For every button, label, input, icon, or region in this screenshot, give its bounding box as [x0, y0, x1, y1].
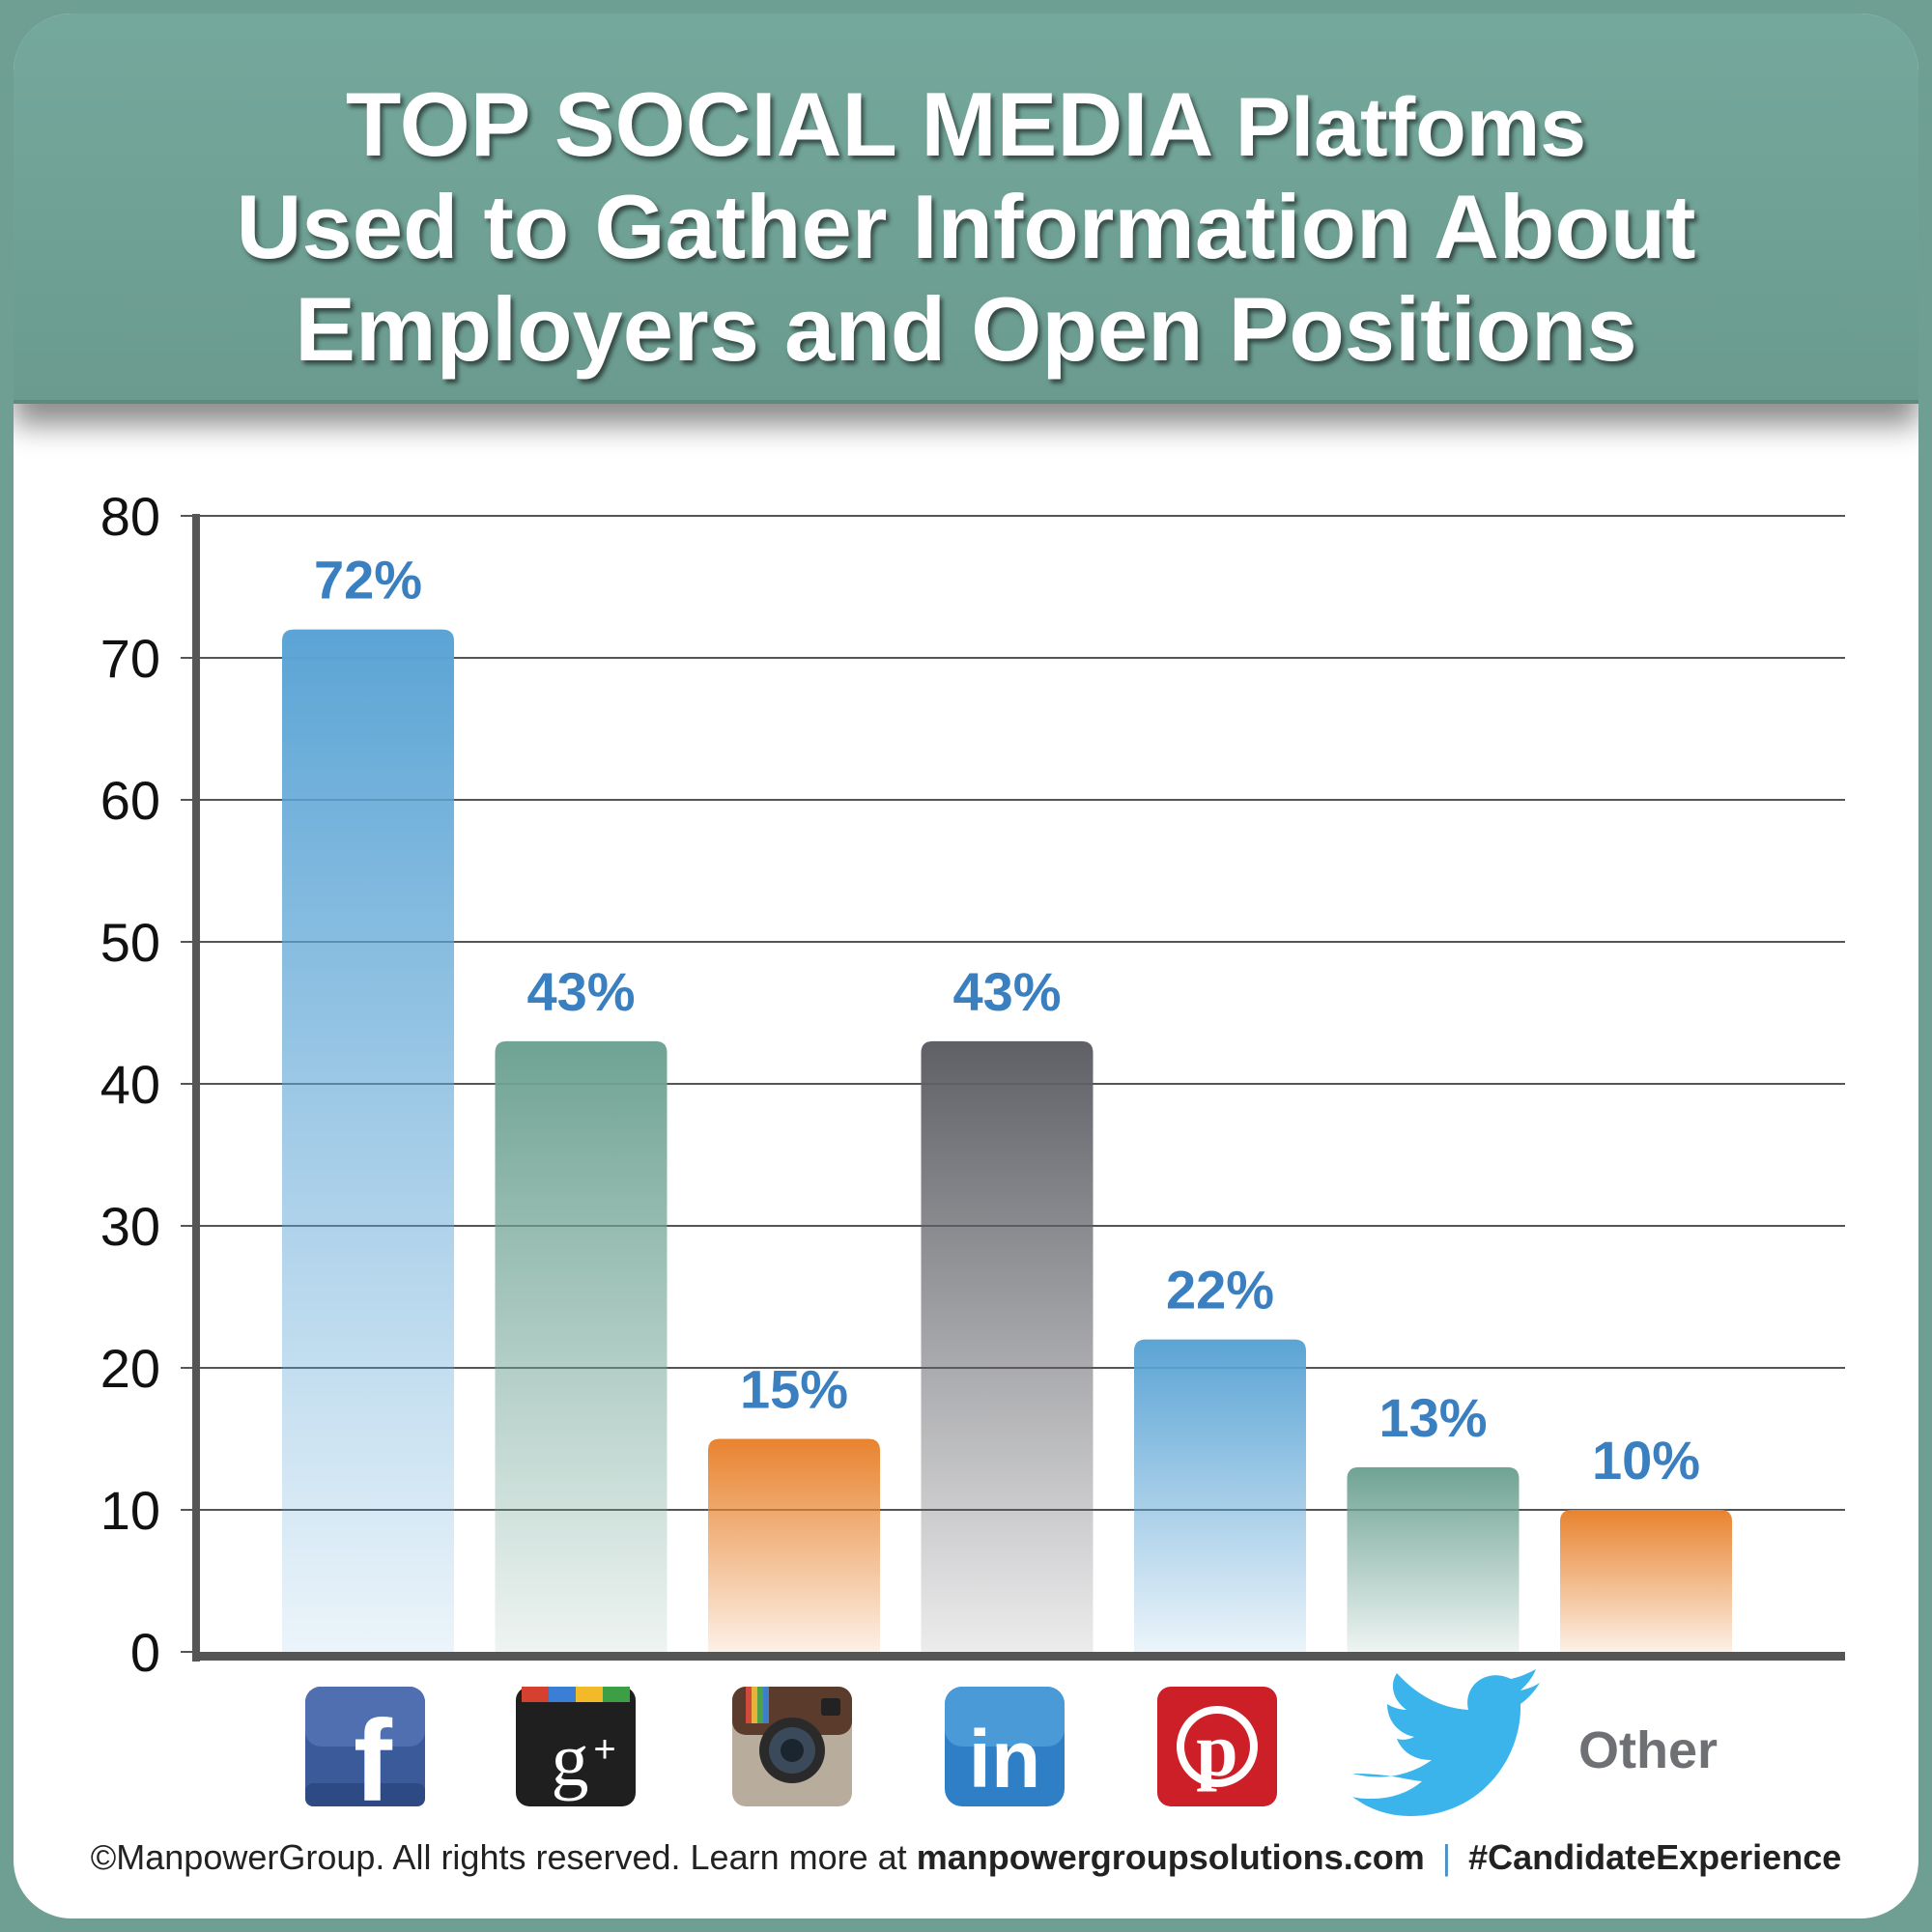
- footer-separator: |: [1441, 1837, 1452, 1877]
- y-axis-ticks: 0 10 20 30 40 50 60 70 80: [100, 486, 160, 1683]
- axes: [192, 514, 1845, 1662]
- y-tick-label: 70: [100, 628, 160, 689]
- y-tick-label: 20: [100, 1338, 160, 1399]
- bars: [282, 629, 1732, 1652]
- svg-text:g: g: [552, 1718, 589, 1802]
- svg-text:+: +: [593, 1728, 615, 1771]
- bar-google-plus: [495, 1040, 668, 1652]
- bar-instagram: [708, 1438, 880, 1652]
- y-axis: [192, 514, 200, 1662]
- footer-url[interactable]: manpowergroupsolutions.com: [916, 1837, 1425, 1877]
- value-label: 13%: [1378, 1387, 1487, 1448]
- title-highlight: TOP SOCIAL MEDIA: [345, 73, 1210, 175]
- bar-twitter: [1347, 1466, 1520, 1652]
- google-plus-icon: g +: [516, 1687, 636, 1806]
- other-label: Other: [1578, 1721, 1718, 1779]
- bar-pinterest: [1134, 1339, 1306, 1652]
- svg-text:p: p: [1196, 1708, 1237, 1792]
- y-tick-label: 0: [130, 1622, 160, 1683]
- title-line-1: TOP SOCIAL MEDIA Platfoms: [14, 73, 1918, 179]
- title-line-3: Employers and Open Positions: [295, 278, 1637, 380]
- copyright-text: ©ManpowerGroup. All rights reserved. Lea…: [90, 1837, 907, 1877]
- svg-text:in: in: [969, 1714, 1041, 1804]
- y-tick-label: 50: [100, 912, 160, 973]
- y-tick-label: 80: [100, 486, 160, 547]
- instagram-icon: [732, 1687, 852, 1806]
- y-tick-label: 40: [100, 1054, 160, 1115]
- footer: ©ManpowerGroup. All rights reserved. Lea…: [0, 1837, 1932, 1878]
- value-label: 15%: [740, 1359, 848, 1420]
- linkedin-icon: in: [945, 1687, 1065, 1806]
- title-line-2: Used to Gather Information About: [236, 176, 1696, 277]
- footer-hashtag: #CandidateExperience: [1468, 1837, 1842, 1877]
- y-tick-label: 30: [100, 1196, 160, 1257]
- value-labels: 72% 43% 15% 43% 22% 13% 10%: [314, 550, 1700, 1491]
- value-label: 22%: [1166, 1260, 1274, 1321]
- title-line-1-rest: Platfoms: [1235, 81, 1587, 174]
- twitter-icon: [1352, 1669, 1540, 1816]
- bar-Other: [1560, 1510, 1732, 1652]
- value-label: 10%: [1592, 1430, 1700, 1491]
- title-banner: TOP SOCIAL MEDIA Platfoms Used to Gather…: [14, 14, 1918, 404]
- bar-linkedin: [921, 1040, 1094, 1652]
- y-tick-label: 10: [100, 1480, 160, 1541]
- svg-text:f: f: [354, 1696, 393, 1826]
- pinterest-icon: p: [1157, 1687, 1277, 1806]
- value-label: 72%: [314, 550, 422, 611]
- y-tick-label: 60: [100, 770, 160, 831]
- bar-facebook: [282, 629, 454, 1652]
- value-label: 43%: [526, 961, 635, 1022]
- value-label: 43%: [952, 961, 1061, 1022]
- x-axis: [192, 1652, 1845, 1661]
- facebook-icon: f: [305, 1687, 425, 1826]
